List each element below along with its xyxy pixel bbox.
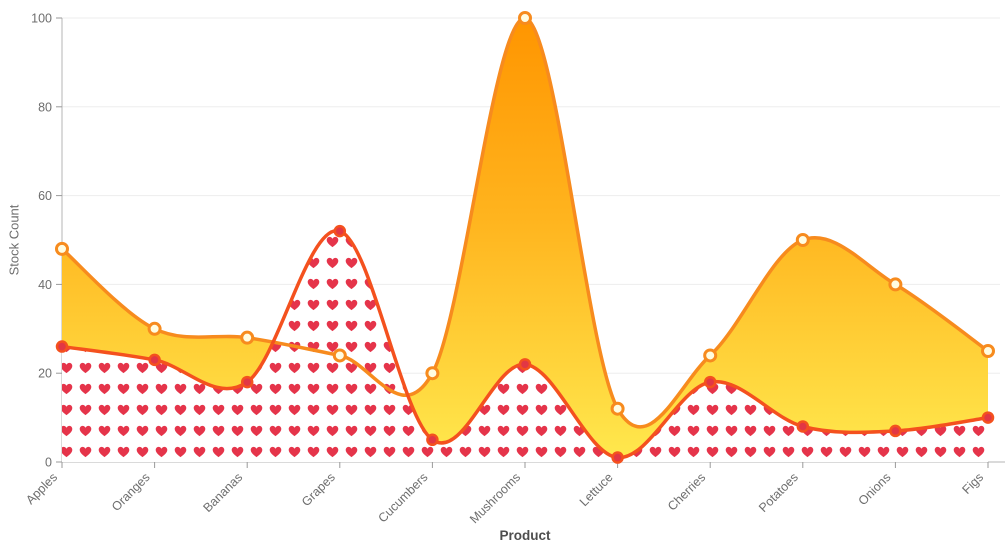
heart-series-marker (518, 358, 532, 371)
gradient-series-marker (518, 11, 532, 25)
gradient-series-marker (332, 348, 347, 363)
x-category-label: Grapes (299, 470, 338, 509)
x-category-label: Bananas (201, 470, 246, 515)
heart-series-marker (55, 340, 69, 353)
y-tick-label: 40 (38, 278, 52, 292)
heart-series-marker (240, 375, 254, 389)
gradient-series-marker (610, 401, 625, 416)
x-category-label: Mushrooms (467, 470, 523, 526)
gradient-series-marker (425, 366, 440, 381)
y-tick-label: 0 (45, 456, 52, 470)
x-category-label: Oranges (109, 470, 153, 514)
y-tick-label: 80 (38, 100, 52, 114)
heart-series-marker (703, 375, 717, 389)
heart-series-marker (889, 424, 902, 438)
heart-area-fill (62, 230, 988, 462)
gradient-series-marker (795, 233, 810, 247)
x-category-label: Cucumbers (375, 470, 430, 525)
heart-series-marker (981, 411, 995, 424)
gradient-series-marker (703, 348, 718, 363)
heart-series-marker (611, 451, 624, 464)
y-tick-label: 60 (38, 189, 52, 203)
y-tick-label: 20 (38, 367, 52, 381)
gradient-series-marker (981, 344, 995, 358)
heart-series-marker (148, 353, 161, 367)
x-axis-title: Product (499, 528, 551, 543)
x-category-label: Potatoes (756, 470, 801, 515)
x-category-label: Lettuce (577, 470, 616, 509)
gradient-series-marker (240, 330, 255, 345)
gradient-series-marker (55, 241, 69, 256)
heart-series-marker (796, 420, 810, 433)
x-category-label: Cherries (665, 470, 708, 513)
x-category-label: Onions (856, 470, 894, 508)
x-category-label: Figs (960, 470, 987, 497)
y-tick-label: 100 (31, 12, 52, 26)
heart-series-marker (426, 433, 439, 447)
x-category-label: Apples (23, 470, 60, 507)
gradient-series-marker (888, 277, 903, 292)
y-axis-title: Stock Count (6, 204, 22, 276)
heart-series-marker (333, 224, 347, 238)
gradient-series-marker (147, 321, 162, 336)
